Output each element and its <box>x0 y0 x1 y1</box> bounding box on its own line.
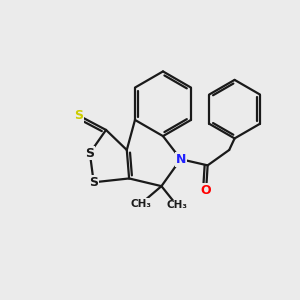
Text: O: O <box>201 184 212 196</box>
Text: CH₃: CH₃ <box>130 199 151 209</box>
Text: CH₃: CH₃ <box>166 200 187 210</box>
Text: S: S <box>89 176 98 189</box>
Text: S: S <box>74 109 83 122</box>
Text: N: N <box>176 153 186 166</box>
Text: S: S <box>85 146 94 160</box>
